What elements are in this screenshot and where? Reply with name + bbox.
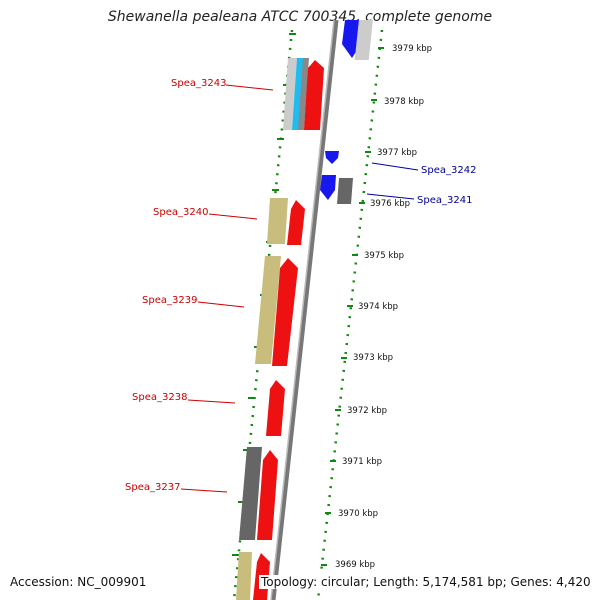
reverse-cds[interactable] bbox=[325, 151, 339, 164]
gray-feature[interactable] bbox=[298, 58, 309, 130]
forward-cds[interactable] bbox=[304, 60, 324, 130]
label-leader bbox=[187, 399, 236, 404]
gray-feature[interactable] bbox=[354, 20, 373, 60]
gene-label-spea-3241[interactable]: Spea_3241 bbox=[417, 195, 472, 206]
features-forward bbox=[236, 58, 324, 600]
features-reverse bbox=[320, 20, 373, 204]
label-leader bbox=[225, 84, 274, 91]
forward-cds[interactable] bbox=[287, 200, 305, 245]
label-leader bbox=[180, 488, 228, 493]
topology-text: Topology: circular; Length: 5,174,581 bp… bbox=[259, 575, 593, 589]
label-leader bbox=[366, 193, 415, 200]
genome-backbone bbox=[270, 19, 339, 600]
gray-feature[interactable] bbox=[337, 178, 353, 204]
gene-label-spea-3238[interactable]: Spea_3238 bbox=[132, 392, 187, 403]
label-leader bbox=[197, 301, 245, 308]
scale-label: 3973 kbp bbox=[353, 353, 393, 363]
left-gene-labels: Spea_3243 Spea_3240 Spea_3239 Spea_3238 … bbox=[125, 78, 274, 493]
genome-backbone-highlight bbox=[270, 19, 335, 600]
scale-label: 3971 kbp bbox=[342, 457, 382, 467]
gene-label-spea-3240[interactable]: Spea_3240 bbox=[153, 207, 208, 218]
scale-label: 3977 kbp bbox=[377, 148, 417, 158]
scale-label: 3975 kbp bbox=[364, 251, 404, 261]
gene-label-spea-3237[interactable]: Spea_3237 bbox=[125, 482, 180, 493]
forward-cds[interactable] bbox=[266, 380, 285, 436]
right-gene-labels: Spea_3242 Spea_3241 bbox=[366, 162, 476, 206]
gene-label-spea-3242[interactable]: Spea_3242 bbox=[421, 165, 476, 176]
gray-feature[interactable] bbox=[239, 447, 262, 540]
other-feature[interactable] bbox=[267, 198, 288, 244]
scale-label: 3969 kbp bbox=[335, 560, 375, 570]
scale-label: 3970 kbp bbox=[338, 509, 378, 519]
gene-label-spea-3243[interactable]: Spea_3243 bbox=[171, 78, 226, 89]
accession-text: Accession: NC_009901 bbox=[8, 575, 149, 589]
other-feature[interactable] bbox=[236, 552, 252, 600]
scale-label: 3972 kbp bbox=[347, 406, 387, 416]
forward-cds[interactable] bbox=[272, 258, 298, 366]
label-leader bbox=[371, 162, 419, 171]
forward-cds[interactable] bbox=[257, 450, 278, 540]
reverse-cds[interactable] bbox=[320, 175, 336, 200]
map-title: Shewanella pealeana ATCC 700345, complet… bbox=[107, 9, 493, 25]
gene-label-spea-3239[interactable]: Spea_3239 bbox=[142, 295, 197, 306]
scale-labels: 3979 kbp 3978 kbp 3977 kbp 3976 kbp 3975… bbox=[335, 44, 432, 570]
label-leader bbox=[208, 213, 258, 220]
scale-label: 3974 kbp bbox=[358, 302, 398, 312]
scale-label: 3979 kbp bbox=[392, 44, 432, 54]
light-gray-feature[interactable] bbox=[283, 58, 297, 130]
scale-label: 3976 kbp bbox=[370, 199, 410, 209]
scale-label: 3978 kbp bbox=[384, 97, 424, 107]
outer-dotted-ring-right bbox=[316, 29, 384, 600]
other-feature[interactable] bbox=[255, 256, 281, 364]
